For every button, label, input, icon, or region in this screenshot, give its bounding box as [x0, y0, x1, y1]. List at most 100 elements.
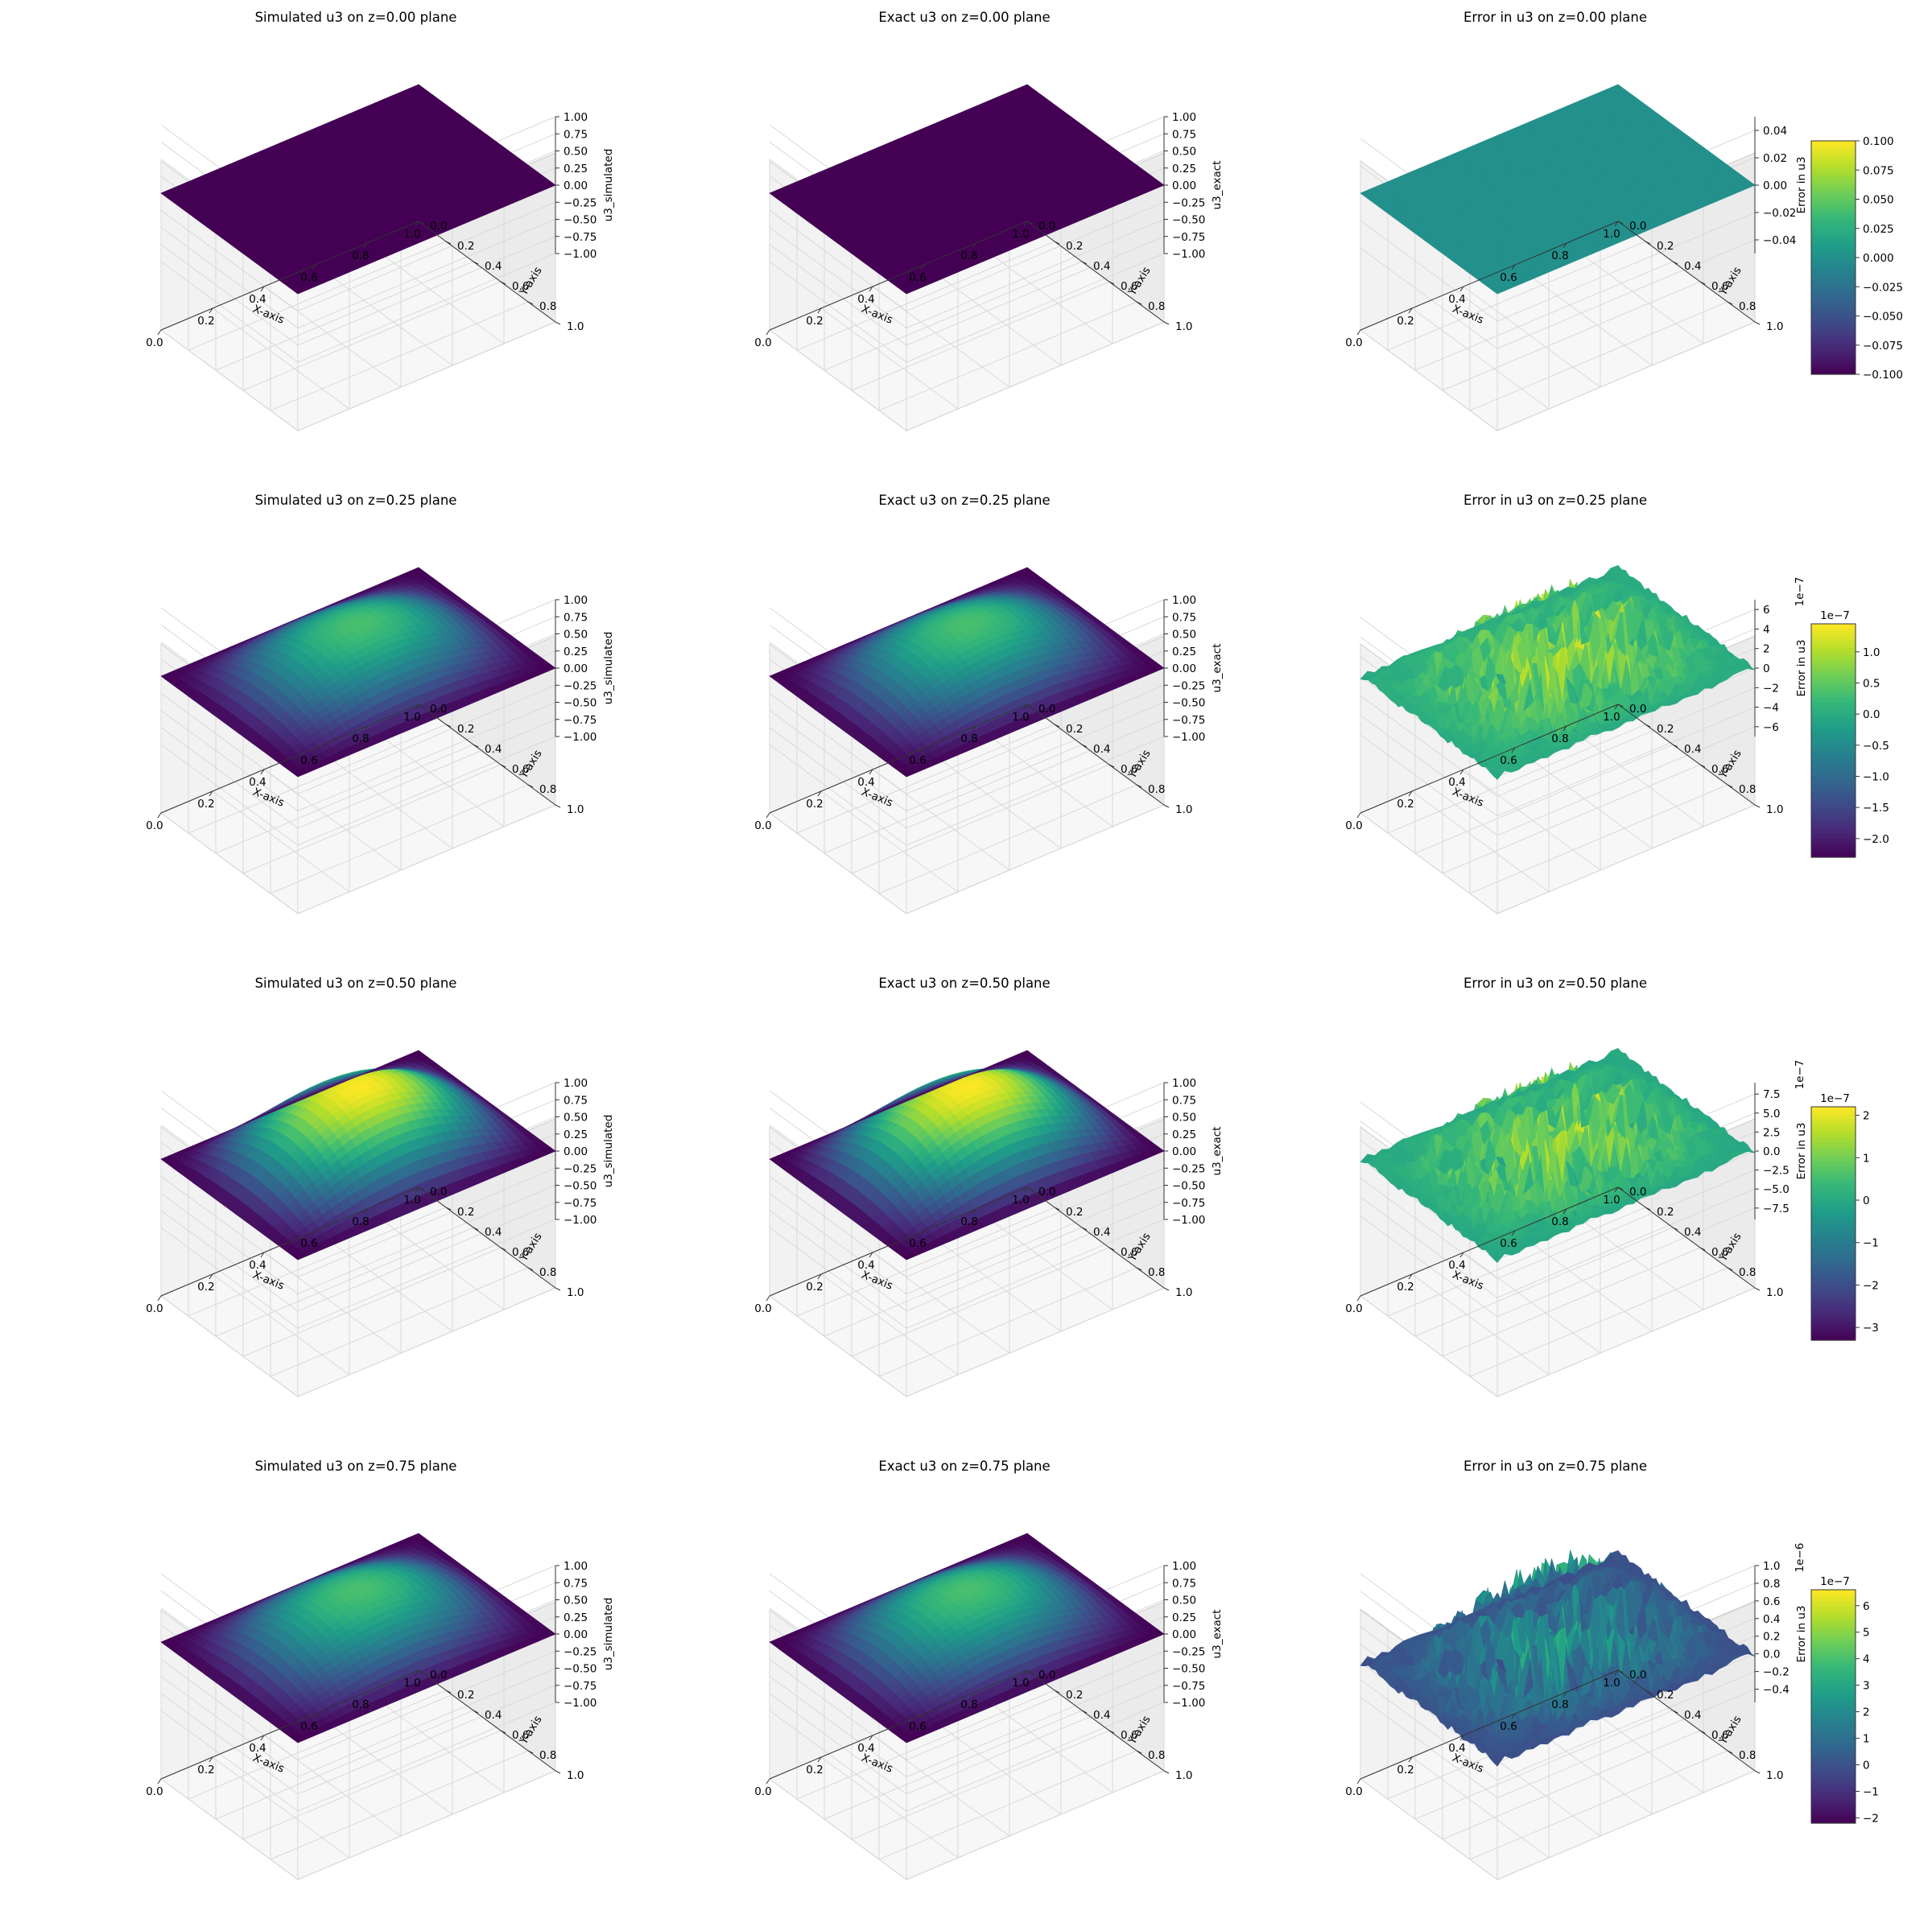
- x-tick-label: 0.0: [754, 819, 771, 832]
- z-tick-label: −1.00: [1172, 248, 1205, 261]
- subplot-4: Simulated u3 on z=0.25 plane0.00.20.40.6…: [146, 493, 615, 914]
- grid-line: [297, 321, 556, 431]
- y-tick-label: 0.4: [1093, 260, 1110, 273]
- colorbar-tick-label: 0.075: [1863, 164, 1894, 177]
- y-tick-label: 0.2: [1066, 240, 1083, 253]
- z-tick-label: −0.25: [564, 196, 597, 209]
- x-tick-label: 1.0: [1012, 228, 1029, 241]
- colorbar-segment: [1811, 328, 1856, 332]
- subplot-3: Error in u3 on z=0.00 plane0.00.20.40.60…: [1345, 10, 1903, 431]
- colorbar-segment: [1811, 246, 1856, 250]
- z-tick-label: −0.25: [564, 679, 597, 692]
- colorbar-segment: [1811, 351, 1856, 356]
- subplot-2: Exact u3 on z=0.00 plane 0.0 0.2 0.4 0.6 0.8 1…: [754, 10, 1224, 431]
- y-tick-label: 0.8: [539, 300, 556, 313]
- z-tick-label: 0.50: [564, 146, 588, 159]
- x-tick-label: 1.0: [1603, 228, 1620, 241]
- colorbar-segment: [1811, 258, 1856, 262]
- y-tick-label: 0.0: [1038, 703, 1055, 716]
- colorbar-segment: [1811, 230, 1856, 235]
- colorbar-segment: [1811, 261, 1856, 266]
- y-tick-mark: [1163, 804, 1170, 808]
- z-tick-label: −0.25: [1172, 196, 1205, 209]
- x-tick-label: 0.8: [1551, 250, 1568, 262]
- x-tick-label: 0.0: [146, 819, 163, 832]
- colorbar-segment: [1811, 312, 1856, 317]
- z-tick-label: −0.50: [564, 697, 597, 710]
- colorbar-segment: [1811, 288, 1856, 294]
- x-tick-label: 0.8: [960, 732, 977, 745]
- z-tick-label: −0.04: [1763, 234, 1796, 247]
- x-tick-label: 0.6: [1500, 271, 1517, 284]
- y-tick-label: 0.4: [1093, 743, 1110, 756]
- grid-line: [242, 281, 502, 391]
- grid-line: [270, 301, 529, 411]
- subplot-title: Exact u3 on z=0.00 plane: [878, 10, 1050, 25]
- z-axis-label: u3_exact: [1211, 161, 1224, 210]
- z-tick-label: 0.04: [1763, 125, 1787, 138]
- x-tick-label: 0.6: [909, 271, 926, 284]
- grid-line: [160, 253, 556, 363]
- y-tick-label: 0.2: [1657, 240, 1674, 253]
- x-tick-mark: [157, 329, 162, 336]
- z-tick-label: 0.02: [1763, 152, 1787, 165]
- colorbar-segment: [1811, 234, 1856, 239]
- colorbar-segment: [1811, 273, 1856, 278]
- z-tick-label: 0.75: [564, 128, 588, 141]
- colorbar-segment: [1811, 339, 1856, 344]
- y-tick-mark: [1754, 321, 1761, 325]
- colorbar-segment: [1811, 191, 1856, 196]
- x-tick-label: 0.6: [909, 754, 926, 767]
- colorbar-segment: [1811, 207, 1856, 212]
- x-tick-label: 0.2: [806, 798, 823, 811]
- z-tick-label: 0.50: [1172, 146, 1196, 159]
- colorbar-segment: [1811, 320, 1856, 324]
- colorbar-segment: [1811, 218, 1856, 224]
- z-tick-label: 0.00: [1172, 179, 1196, 192]
- y-tick-label: 0.8: [539, 783, 556, 796]
- x-tick-label: 0.2: [806, 315, 823, 328]
- colorbar-segment: [1811, 292, 1856, 297]
- x-tick-label: 1.0: [403, 228, 420, 241]
- subplot-title: Simulated u3 on z=0.25 plane: [255, 493, 457, 508]
- z-tick-label: −0.02: [1763, 207, 1796, 220]
- y-tick-label: 0.2: [457, 723, 474, 736]
- subplot-1: Simulated u3 on z=0.00 plane0.00.20.40.6…: [146, 10, 615, 431]
- x-tick-label: 0.8: [960, 250, 977, 262]
- y-tick-label: 0.0: [430, 703, 447, 716]
- colorbar-segment: [1811, 343, 1856, 348]
- z-tick-label: −0.25: [1172, 679, 1205, 692]
- x-tick-label: 0.0: [1345, 336, 1362, 349]
- colorbar-tick-label: −0.075: [1863, 340, 1903, 353]
- x-tick-mark: [1356, 329, 1361, 336]
- colorbar-segment: [1811, 265, 1856, 270]
- grid-line: [160, 201, 556, 312]
- colorbar-tick-label: 0.100: [1863, 135, 1894, 148]
- x-tick-label: 0.0: [146, 336, 163, 349]
- colorbar-segment: [1811, 148, 1856, 154]
- grid-line: [160, 329, 299, 431]
- colorbar-segment: [1811, 335, 1856, 340]
- x-tick-label: 0.2: [197, 798, 214, 811]
- colorbar-segment: [1811, 281, 1856, 286]
- z-tick-label: −0.50: [1172, 697, 1205, 710]
- colorbar-tick-label: 0.025: [1863, 223, 1894, 236]
- y-tick-label: 1.0: [567, 803, 584, 816]
- y-tick-label: 1.0: [1175, 803, 1192, 816]
- colorbar-segment: [1811, 195, 1856, 200]
- colorbar-segment: [1811, 331, 1856, 336]
- y-tick-label: 0.4: [485, 260, 502, 273]
- z-tick-label: 1.00: [564, 111, 588, 124]
- y-tick-label: 0.0: [430, 220, 447, 233]
- y-tick-label: 0.8: [1739, 300, 1756, 313]
- grid-line: [366, 242, 505, 345]
- colorbar-tick-label: −0.100: [1863, 369, 1903, 382]
- y-tick-label: 0.0: [1038, 220, 1055, 233]
- subplot-5: Exact u3 on z=0.25 plane0.00.20.40.60.81…: [754, 493, 1224, 914]
- z-tick-label: 0.25: [1172, 163, 1196, 175]
- colorbar-segment: [1811, 175, 1856, 180]
- colorbar-segment: [1811, 144, 1856, 150]
- colorbar-segment: [1811, 226, 1856, 231]
- z-axis-label: Error in u3: [1795, 157, 1808, 214]
- colorbar-tick-label: −0.025: [1863, 281, 1903, 294]
